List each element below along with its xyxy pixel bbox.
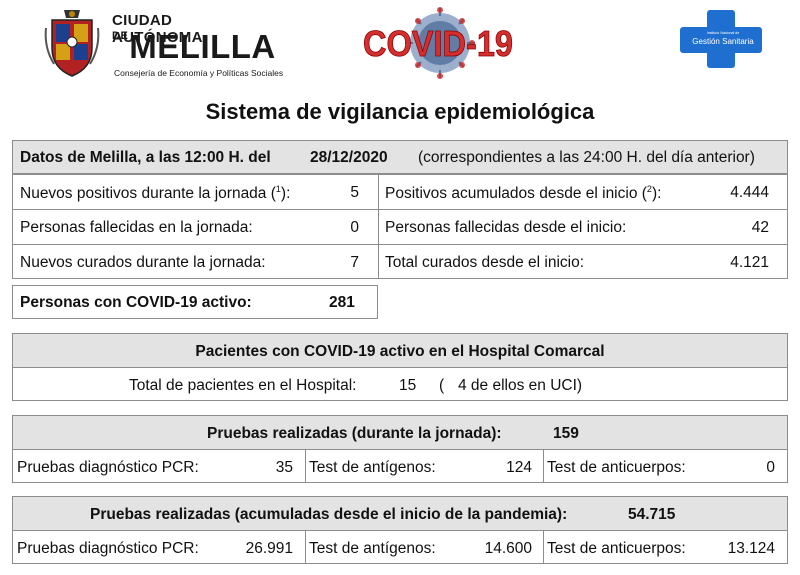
activos-value: 281 bbox=[329, 294, 355, 311]
anticuerpos-jornada-label: Test de anticuerpos: bbox=[547, 459, 686, 476]
anticuerpos-jornada-value: 0 bbox=[766, 459, 775, 476]
curados-jornada-label: Nuevos curados durante la jornada: bbox=[20, 254, 266, 271]
ingesa-gestion: Gestión bbox=[692, 37, 720, 46]
city-name-small: CIUDAD AUTÓNOMA bbox=[112, 12, 203, 46]
ingesa-logo: Instituto Nacional de Gestión Sanitaria bbox=[680, 10, 762, 68]
curados-total-label: Total curados desde el inicio: bbox=[385, 254, 585, 271]
covid-logo: COVID-19 bbox=[358, 6, 518, 80]
covid-logo-text: COVID-19 bbox=[363, 23, 513, 64]
ingesa-sanitaria: Sanitaria bbox=[722, 37, 754, 46]
pcr-jornada-value: 35 bbox=[275, 459, 293, 476]
fallecidas-total-value: 42 bbox=[751, 219, 769, 236]
hospital-value: 15 bbox=[399, 377, 417, 394]
positivos-acumulados-label: Positivos acumulados desde el inicio (2)… bbox=[385, 184, 662, 203]
fallecidas-total-label: Personas fallecidas desde el inicio: bbox=[385, 219, 627, 236]
datos-date: 28/12/2020 bbox=[310, 149, 388, 166]
fallecidas-jornada-value: 0 bbox=[350, 219, 359, 236]
pruebas-acumuladas-total: 54.715 bbox=[628, 506, 676, 523]
hospital-label: Total de pacientes en el Hospital: bbox=[129, 377, 357, 394]
svg-text:Gestión Sanitaria: Gestión Sanitaria bbox=[692, 37, 754, 46]
pruebas-acumuladas-box: Pruebas realizadas (acumuladas desde el … bbox=[12, 496, 788, 564]
curados-jornada-value: 7 bbox=[350, 254, 359, 271]
city-melilla: MELILLA bbox=[129, 28, 276, 65]
pcr-jornada-label: Pruebas diagnóstico PCR: bbox=[17, 459, 199, 476]
hospital-uci-open: ( bbox=[439, 377, 445, 394]
anticuerpos-acumuladas-value: 13.124 bbox=[727, 540, 775, 557]
datos-note: (correspondientes a las 24:00 H. del día… bbox=[418, 149, 755, 166]
coat-of-arms-icon bbox=[44, 10, 100, 77]
pruebas-jornada-total: 159 bbox=[553, 425, 579, 442]
hospital-uci: 4 de ellos en UCI) bbox=[458, 377, 583, 394]
pruebas-jornada-title: Pruebas realizadas (durante la jornada): bbox=[207, 425, 502, 442]
activos-box: Personas con COVID-19 activo: 281 bbox=[12, 285, 378, 319]
datos-label: Datos de Melilla, a las 12:00 H. del bbox=[20, 149, 271, 166]
city-de: DE bbox=[112, 30, 129, 42]
curados-total-value: 4.121 bbox=[730, 254, 769, 271]
pruebas-acumuladas-title: Pruebas realizadas (acumuladas desde el … bbox=[90, 506, 568, 523]
antigenos-acumuladas-value: 14.600 bbox=[484, 540, 532, 557]
pcr-acumuladas-value: 26.991 bbox=[245, 540, 293, 557]
melilla-logo: CIUDAD AUTÓNOMA DEMELILLA Consejería de … bbox=[40, 4, 283, 82]
datos-header-bar: Datos de Melilla, a las 12:00 H. del 28/… bbox=[12, 140, 788, 174]
antigenos-jornada-value: 124 bbox=[506, 459, 532, 476]
daily-stats-grid: Nuevos positivos durante la jornada (1):… bbox=[12, 174, 788, 279]
page-title: Sistema de vigilancia epidemiológica bbox=[205, 99, 595, 124]
pcr-acumuladas-label: Pruebas diagnóstico PCR: bbox=[17, 540, 199, 557]
pruebas-jornada-box: Pruebas realizadas (durante la jornada):… bbox=[12, 415, 788, 483]
antigenos-acumuladas-label: Test de antígenos: bbox=[309, 540, 436, 557]
anticuerpos-acumuladas-label: Test de anticuerpos: bbox=[547, 540, 686, 557]
nuevos-positivos-value: 5 bbox=[350, 184, 359, 201]
coronavirus-icon: COVID-19 bbox=[363, 7, 513, 79]
consejeria-name: Consejería de Economía y Políticas Socia… bbox=[114, 68, 284, 78]
activos-label: Personas con COVID-19 activo: bbox=[20, 294, 252, 311]
hospital-box: Pacientes con COVID-19 activo en el Hosp… bbox=[12, 333, 788, 401]
ingesa-line1: Instituto Nacional de bbox=[707, 31, 740, 35]
hospital-title: Pacientes con COVID-19 activo en el Hosp… bbox=[195, 343, 605, 360]
antigenos-jornada-label: Test de antígenos: bbox=[309, 459, 436, 476]
positivos-acumulados-value: 4.444 bbox=[730, 184, 769, 201]
fallecidas-jornada-label: Personas fallecidas en la jornada: bbox=[20, 219, 253, 236]
city-name-big: DEMELILLA bbox=[112, 28, 276, 66]
nuevos-positivos-label: Nuevos positivos durante la jornada (1): bbox=[20, 184, 291, 203]
blue-cross-icon: Instituto Nacional de Gestión Sanitaria bbox=[680, 10, 762, 68]
